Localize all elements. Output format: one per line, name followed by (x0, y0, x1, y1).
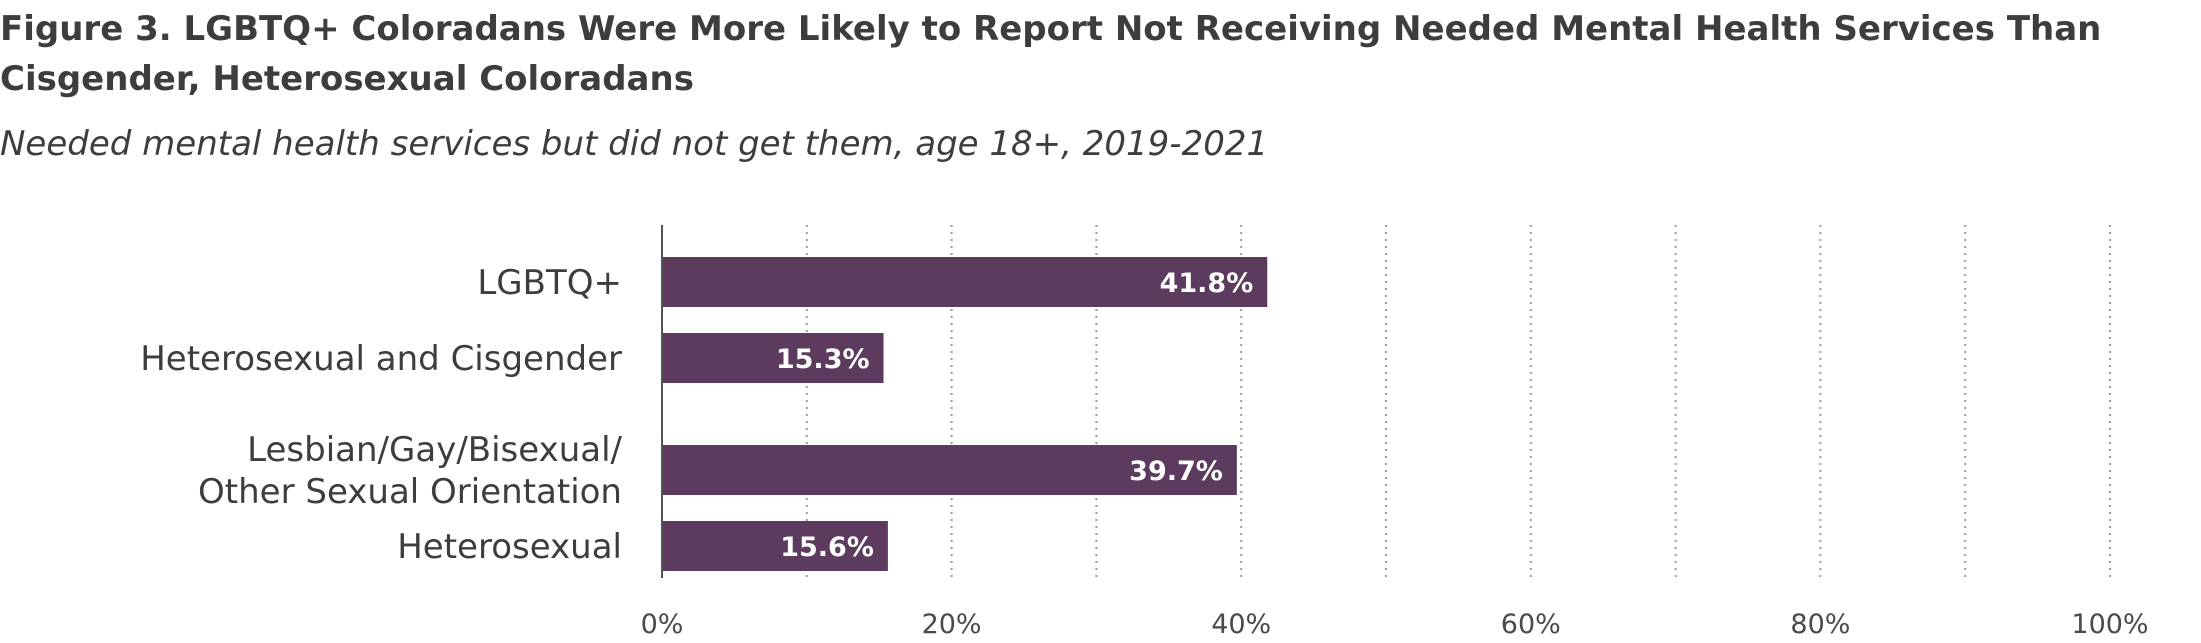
data-label: 15.6% (780, 532, 874, 563)
category-label: Lesbian/Gay/Bisexual/ (247, 430, 622, 470)
x-tick-label: 100% (2071, 609, 2148, 640)
labels: 0% 20% 40% 60% 80% 100% 41.8% LGBTQ+ 15.3% Hetero… (140, 263, 2148, 640)
x-tick-label: 40% (1211, 609, 1271, 640)
bars (662, 257, 1268, 571)
data-label: 15.3% (776, 344, 870, 375)
category-label: Heterosexual (397, 527, 622, 567)
chart-subtitle: Needed mental health services but did no… (0, 124, 1269, 164)
x-tick-label: 20% (922, 609, 982, 640)
bar (662, 445, 1237, 495)
bar (662, 521, 888, 571)
x-tick-label: 80% (1790, 609, 1850, 640)
x-tick-label: 60% (1501, 609, 1561, 640)
grid-lines (805, 225, 2111, 578)
data-label: 41.8% (1160, 268, 1254, 299)
bar (662, 333, 884, 383)
bar (662, 257, 1268, 307)
category-label: Other Sexual Orientation (198, 472, 622, 512)
data-label: 39.7% (1129, 456, 1223, 487)
category-label: LGBTQ+ (477, 263, 622, 303)
chart-title: Figure 3. LGBTQ+ Coloradans Were More Li… (0, 9, 2102, 99)
x-tick-label: 0% (641, 609, 684, 640)
category-label: Heterosexual and Cisgender (140, 339, 622, 379)
